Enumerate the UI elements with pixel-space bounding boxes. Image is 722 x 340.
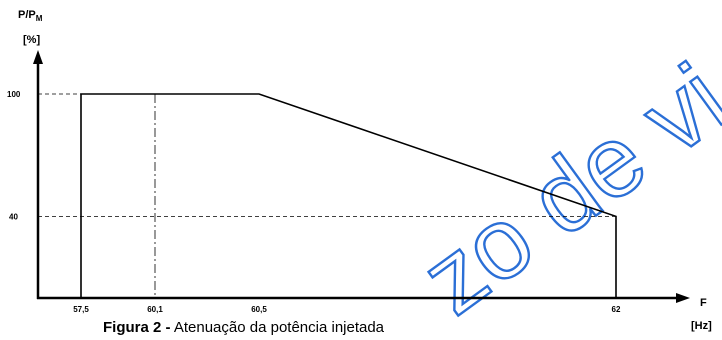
y-axis-unit: [%] xyxy=(23,34,40,46)
y-tick-label-40: 40 xyxy=(9,212,18,221)
watermark-text: zo de vi xyxy=(402,43,722,335)
x-tick-label-57-5: 57,5 xyxy=(73,305,89,314)
x-tick-label-60-1: 60,1 xyxy=(147,305,163,314)
power-curve-line xyxy=(80,93,617,298)
x-axis-unit: [Hz] xyxy=(691,320,712,332)
y-axis-label: P/PM xyxy=(18,9,43,23)
x-axis-label: F xyxy=(700,297,707,309)
figure-caption: Figura 2 - Atenuação da potência injetad… xyxy=(103,319,385,335)
y-tick-label-100: 100 xyxy=(7,90,21,99)
y-axis-arrow xyxy=(33,50,43,64)
x-tick-label-60-5: 60,5 xyxy=(251,305,267,314)
x-tick-label-62: 62 xyxy=(612,305,621,314)
x-axis-arrow xyxy=(676,293,690,303)
